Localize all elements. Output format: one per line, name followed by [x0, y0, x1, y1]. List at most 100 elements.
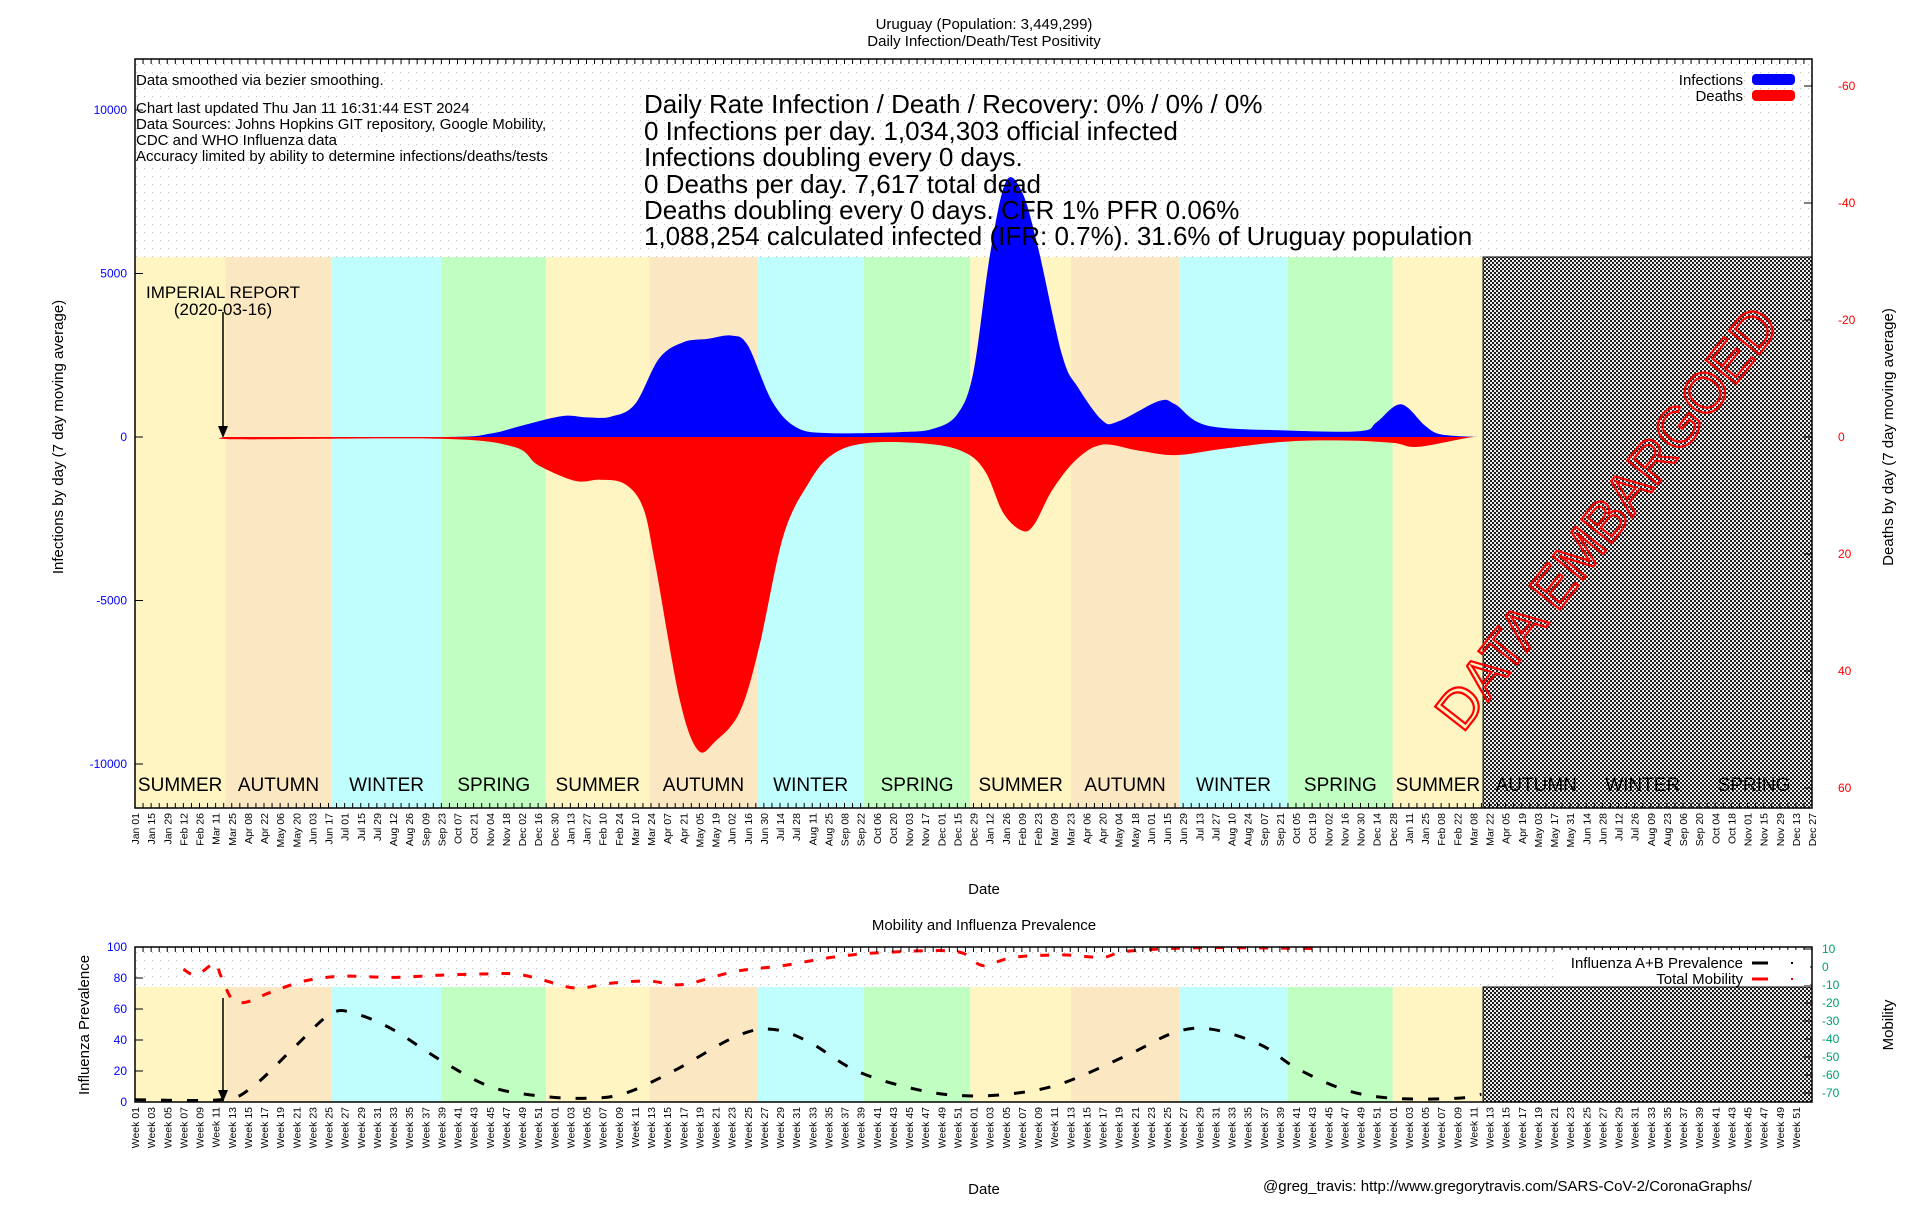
bottom-x-tick-label: Week 43 — [1726, 1107, 1738, 1148]
x-tick-label: Dec 02 — [517, 813, 529, 846]
bottom-x-tick-label: Week 19 — [1533, 1107, 1545, 1148]
bottom-x-tick-label: Week 07 — [1017, 1107, 1029, 1148]
bottom-y-tick-label: 80 — [114, 971, 128, 985]
legend-deaths-label: Deaths — [1695, 88, 1743, 105]
bottom-x-tick-label: Week 19 — [694, 1107, 706, 1148]
bottom-x-tick-label: Week 09 — [1033, 1107, 1045, 1148]
footer-credit-link[interactable]: @greg_travis: http://www.gregorytravis.c… — [1263, 1178, 1753, 1195]
legend-influenza-dot — [1791, 962, 1793, 964]
x-tick-label: Nov 17 — [920, 813, 932, 846]
x-tick-label: Mar 22 — [1485, 813, 1497, 846]
x-tick-label: Dec 15 — [952, 813, 964, 846]
x-tick-label: Sep 23 — [436, 813, 448, 846]
x-tick-label: Nov 18 — [501, 813, 513, 846]
bottom-x-tick-label: Week 43 — [1307, 1107, 1319, 1148]
bottom-x-tick-label: Week 17 — [1098, 1107, 1110, 1148]
x-tick-label: Apr 07 — [662, 813, 674, 844]
x-tick-label: Mar 25 — [227, 813, 239, 846]
x-tick-label: Aug 24 — [1243, 813, 1255, 846]
x-tick-label: May 05 — [694, 813, 706, 848]
bottom-x-tick-label: Week 25 — [324, 1107, 336, 1148]
x-tick-label: Oct 20 — [888, 813, 900, 844]
bottom-x-tick-label: Week 01 — [549, 1107, 561, 1148]
x-tick-label: Aug 09 — [1646, 813, 1658, 846]
season-band-winter — [1179, 987, 1288, 1102]
season-band-autumn — [225, 987, 332, 1102]
x-tick-label: Sep 08 — [840, 813, 852, 846]
x-tick-label: Jun 30 — [759, 813, 771, 845]
season-band-winter — [757, 987, 864, 1102]
season-label: AUTUMN — [663, 775, 744, 796]
x-tick-label: Jun 16 — [743, 813, 755, 845]
bottom-y-tick-label: 60 — [114, 1002, 128, 1016]
x-tick-label: Jun 28 — [1597, 813, 1609, 845]
x-tick-label: Jan 11 — [1404, 813, 1416, 844]
bottom-x-tick-label: Week 33 — [1227, 1107, 1239, 1148]
stat-infections: 0 Infections per day. 1,034,303 official… — [644, 116, 1178, 146]
x-tick-label: Oct 05 — [1291, 813, 1303, 844]
x-tick-label: Nov 04 — [485, 813, 497, 846]
x-tick-label: Dec 16 — [533, 813, 545, 846]
bottom-x-tick-label: Week 31 — [1630, 1107, 1642, 1148]
x-tick-label: Mar 11 — [211, 813, 223, 845]
x-tick-label: Aug 26 — [404, 813, 416, 846]
stat-daily-rate: Daily Rate Infection / Death / Recovery:… — [644, 89, 1263, 119]
x-tick-label: Mar 10 — [630, 813, 642, 846]
x-tick-label: Dec 13 — [1791, 813, 1803, 846]
bottom-y-tick-label: 40 — [114, 1033, 128, 1047]
x-tick-label: May 06 — [275, 813, 287, 848]
season-band-summer — [135, 257, 226, 808]
chart-subtitle: Daily Infection/Death/Test Positivity — [867, 33, 1101, 50]
x-tick-label: Nov 15 — [1759, 813, 1771, 846]
season-label: SUMMER — [138, 775, 222, 796]
season-label: SPRING — [1718, 775, 1791, 796]
x-tick-label: Aug 11 — [807, 813, 819, 846]
x-tick-label: Apr 08 — [243, 813, 255, 844]
bottom-x-tick-label: Week 47 — [501, 1107, 513, 1148]
x-tick-label: Aug 23 — [1662, 813, 1674, 846]
main-legend: Infections Deaths — [1679, 72, 1795, 105]
bottom-x-tick-label: Week 49 — [517, 1107, 529, 1148]
x-tick-label: Nov 01 — [1743, 813, 1755, 846]
x-tick-label: May 17 — [1549, 813, 1561, 848]
x-tick-label: Apr 22 — [259, 813, 271, 844]
bottom-x-tick-label: Week 07 — [1436, 1107, 1448, 1148]
x-tick-label: Aug 25 — [823, 813, 835, 846]
bottom-y-tick-label: 20 — [114, 1064, 128, 1078]
season-band-winter — [331, 257, 442, 808]
season-band-winter — [331, 987, 442, 1102]
bottom-x-tick-label: Week 35 — [1243, 1107, 1255, 1148]
bottom-chart-title: Mobility and Influenza Prevalence — [872, 917, 1096, 934]
x-tick-label: May 04 — [1114, 813, 1126, 848]
bottom-x-tick-label: Week 25 — [1581, 1107, 1593, 1148]
x-tick-label: Dec 30 — [549, 813, 561, 846]
bottom-legend-background — [1560, 950, 1810, 985]
bottom-x-tick-label: Week 29 — [775, 1107, 787, 1148]
season-band-spring — [863, 987, 971, 1102]
note-sources-2: CDC and WHO Influenza data — [136, 132, 338, 149]
bottom-y2-axis-title: Mobility — [1880, 999, 1897, 1050]
x-tick-label: Mar 08 — [1468, 813, 1480, 846]
x-tick-label: Oct 19 — [1307, 813, 1319, 844]
stat-deaths: 0 Deaths per day. 7,617 total dead — [644, 169, 1041, 199]
y2-tick-label: -20 — [1838, 313, 1856, 327]
main-y2-axis-title: Deaths by day (7 day moving average) — [1880, 308, 1897, 566]
bottom-x-tick-label: Week 03 — [146, 1107, 158, 1148]
bottom-x-tick-label: Week 45 — [1743, 1107, 1755, 1148]
bottom-x-tick-label: Week 37 — [1259, 1107, 1271, 1148]
y-tick-label: -10000 — [90, 757, 128, 771]
bottom-y2-tick-label: -50 — [1822, 1050, 1840, 1064]
x-tick-label: Jul 15 — [356, 813, 368, 841]
season-band-summer — [970, 987, 1072, 1102]
bottom-y2-tick-label: 10 — [1822, 942, 1836, 956]
bottom-x-tick-label: Week 49 — [1356, 1107, 1368, 1148]
x-tick-label: Nov 03 — [904, 813, 916, 846]
bottom-x-tick-label: Week 01 — [969, 1107, 981, 1148]
main-plot-frame — [134, 58, 1813, 809]
x-tick-label: Jul 01 — [340, 813, 352, 841]
x-tick-label: Jun 02 — [727, 813, 739, 845]
legend-mobility-label: Total Mobility — [1656, 971, 1743, 988]
bottom-x-tick-label: Week 33 — [807, 1107, 819, 1148]
bottom-x-tick-label: Week 33 — [388, 1107, 400, 1148]
bottom-x-tick-label: Week 21 — [1130, 1107, 1142, 1148]
